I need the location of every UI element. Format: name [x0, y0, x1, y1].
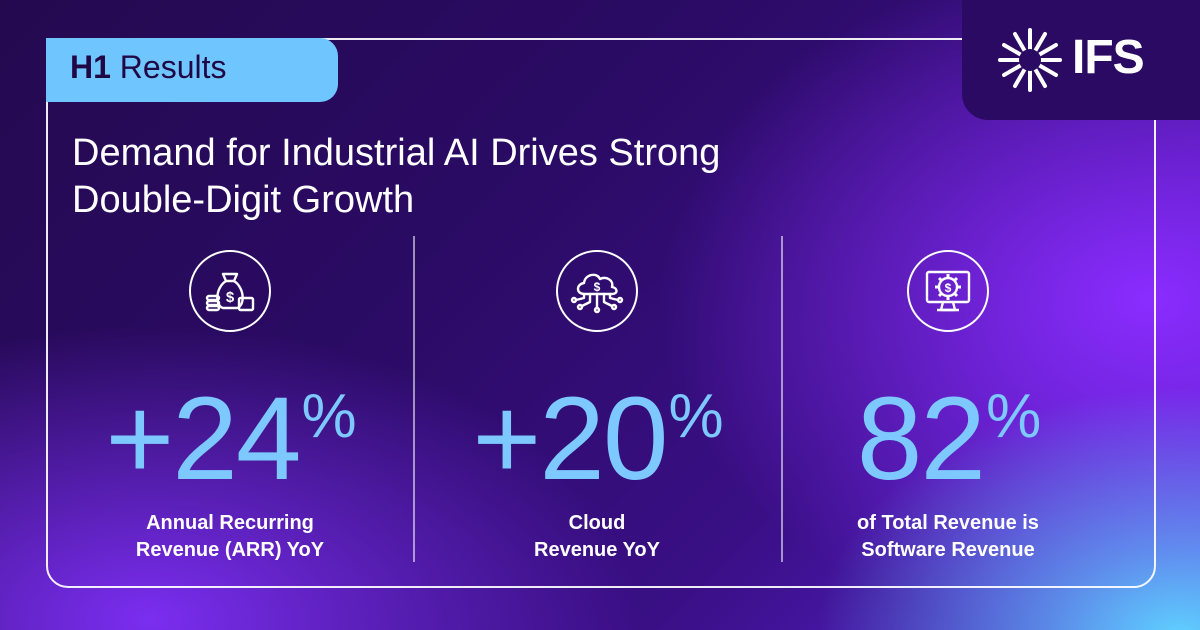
- column-divider: [781, 236, 783, 562]
- stat-value: +24%: [105, 373, 356, 505]
- stat-icon-frame: $: [907, 250, 989, 332]
- stat-caption: Annual Recurring Revenue (ARR) YoY: [135, 512, 325, 561]
- stat-value: 82%: [856, 373, 1041, 505]
- stat-cloud: $ +20% Cloud Revenue YoY: [447, 250, 747, 564]
- stat-caption: Cloud Revenue YoY: [534, 512, 660, 561]
- ifs-burst-icon: [998, 28, 1062, 92]
- section-tag-label: H1 Results: [70, 49, 227, 85]
- brand-name: IFS: [1072, 31, 1145, 84]
- svg-text:$: $: [594, 280, 601, 294]
- cloud-dollar-icon: $: [570, 273, 624, 314]
- money-bag-icon: $: [205, 272, 255, 312]
- brand-logo: IFS: [962, 0, 1200, 120]
- content-frame: [46, 38, 1156, 588]
- stat-software: $ 82% of Total Revenue is Software Reven…: [798, 250, 1098, 564]
- title-line-2: Double-Digit Growth: [72, 179, 415, 221]
- stat-icon-frame: $: [556, 250, 638, 332]
- stat-icon-frame: $: [189, 250, 271, 332]
- stat-caption: of Total Revenue is Software Revenue: [857, 512, 1039, 561]
- svg-text:$: $: [226, 289, 235, 306]
- stat-value: +20%: [472, 373, 723, 505]
- title-line-1: Demand for Industrial AI Drives Strong: [72, 132, 721, 174]
- svg-text:$: $: [945, 281, 952, 295]
- page-title: Demand for Industrial AI Drives Strong D…: [72, 130, 892, 224]
- monitor-gear-dollar-icon: $: [925, 270, 971, 312]
- column-divider: [413, 236, 415, 562]
- stat-arr: $ +24% Annual Recurring Revenue (ARR) Yo…: [80, 250, 380, 564]
- section-tag: H1 Results: [46, 38, 338, 102]
